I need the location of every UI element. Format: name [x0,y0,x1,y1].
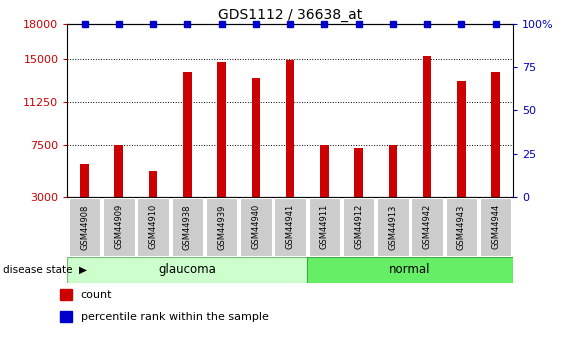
Text: GSM44938: GSM44938 [183,204,192,249]
Text: glaucoma: glaucoma [158,264,216,276]
Text: GSM44910: GSM44910 [148,204,158,249]
Bar [457,80,466,197]
Bar [377,198,408,256]
Bar [69,198,100,256]
Text: GSM44908: GSM44908 [80,204,89,249]
Text: GSM44940: GSM44940 [251,204,260,249]
Bar [114,145,123,197]
Bar [320,145,329,197]
Bar [343,198,374,256]
Bar [60,289,71,300]
Text: GSM44942: GSM44942 [423,204,432,249]
Bar [217,62,226,197]
Bar [423,56,431,197]
Bar [206,198,237,256]
Bar [67,257,307,283]
Text: GSM44909: GSM44909 [114,204,123,249]
Bar [240,198,271,256]
Bar [172,198,203,256]
Text: GSM44912: GSM44912 [354,204,363,249]
Bar [491,72,500,197]
Text: GSM44944: GSM44944 [491,204,500,249]
Text: GSM44911: GSM44911 [320,204,329,249]
Bar [286,60,294,197]
Bar [103,198,135,256]
Bar [60,311,71,322]
Text: count: count [81,289,113,299]
Bar [411,198,443,256]
Text: disease state  ▶: disease state ▶ [3,265,87,275]
Bar [445,198,477,256]
Text: GSM44939: GSM44939 [217,204,226,249]
Bar [137,198,169,256]
Bar [80,165,89,197]
Bar [309,198,340,256]
Title: GDS1112 / 36638_at: GDS1112 / 36638_at [218,8,362,22]
Text: GSM44913: GSM44913 [389,204,397,249]
Text: percentile rank within the sample: percentile rank within the sample [81,312,269,322]
Text: normal: normal [389,264,431,276]
Bar [274,198,306,256]
Text: GSM44941: GSM44941 [285,204,295,249]
Bar [149,171,157,197]
Bar [307,257,513,283]
Bar [251,78,260,197]
Bar [183,72,192,197]
Bar [389,145,397,197]
Text: GSM44943: GSM44943 [457,204,466,249]
Bar [355,148,363,197]
Bar [480,198,512,256]
